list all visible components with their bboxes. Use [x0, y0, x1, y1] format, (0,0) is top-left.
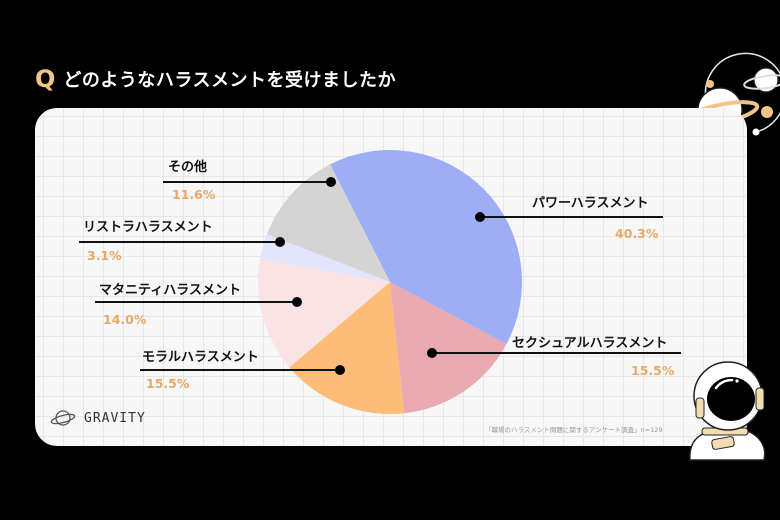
astronaut-icon	[689, 361, 766, 461]
leader-dot	[427, 348, 437, 358]
pie-slice	[260, 234, 390, 282]
leader-dot	[275, 237, 285, 247]
pie-chart	[79, 149, 681, 414]
label-maternity: マタニティハラスメント	[99, 283, 241, 298]
leader-dot	[335, 365, 345, 375]
pie-slice	[330, 149, 523, 345]
pct-power: 40.3%	[615, 226, 659, 241]
question-title: Q どのようなハラスメントを受けましたか	[35, 64, 396, 94]
pct-sonota: 11.6%	[172, 187, 216, 202]
leader-dot	[292, 297, 302, 307]
label-moral: モラルハラスメント	[142, 350, 259, 365]
pie-slice	[266, 164, 390, 282]
pct-restructuring: 3.1%	[87, 248, 122, 263]
label-sonota: その他	[168, 160, 208, 175]
pie-slice	[289, 282, 405, 414]
chart-card: その他 11.6% リストラハラスメント 3.1% マタニティハラスメント 14…	[35, 108, 747, 446]
source-note: 「職場のハラスメント問題に関するアンケート調査」n=129	[485, 426, 663, 434]
label-power: パワーハラスメント	[532, 196, 649, 211]
q-badge: Q	[35, 65, 56, 93]
label-restructuring: リストラハラスメント	[83, 220, 213, 235]
pie-slice	[258, 258, 390, 368]
pie-slice	[390, 282, 507, 414]
page-title: どのようなハラスメントを受けましたか	[63, 70, 397, 91]
pct-sexual: 15.5%	[631, 363, 675, 378]
pct-moral: 15.5%	[146, 376, 190, 391]
brand-logo: GRAVITY	[50, 408, 146, 428]
leader-dot	[326, 177, 336, 187]
pct-maternity: 14.0%	[103, 312, 147, 327]
planet-icon	[50, 410, 76, 426]
leader-dot	[475, 212, 485, 222]
label-sexual: セクシュアルハラスメント	[512, 336, 668, 351]
brand-name: GRAVITY	[84, 410, 146, 426]
